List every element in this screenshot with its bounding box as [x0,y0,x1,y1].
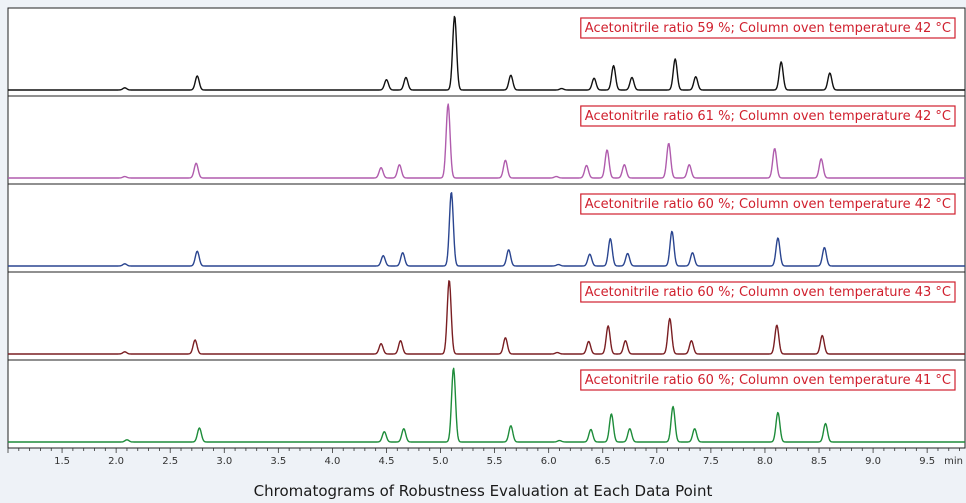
x-tick-label: 8.0 [757,456,773,467]
series-label: Acetonitrile ratio 61 %; Column oven tem… [585,109,951,124]
panels-layer: Acetonitrile ratio 59 %; Column oven tem… [7,7,966,449]
x-tick-label: 1.5 [54,456,70,467]
x-tick-label: 6.5 [595,456,611,467]
x-tick-label: 2.0 [108,456,124,467]
x-tick-label: 3.5 [270,456,286,467]
series-line [7,103,966,179]
x-tick-label: 4.0 [324,456,340,467]
series-line [7,367,966,443]
x-tick-label: 7.5 [703,456,719,467]
series-label: Acetonitrile ratio 60 %; Column oven tem… [585,373,951,388]
x-tick-label: 6.0 [541,456,557,467]
figure-caption: Chromatograms of Robustness Evaluation a… [254,482,713,500]
x-tick-label: 5.5 [487,456,503,467]
x-tick-label: 8.5 [811,456,827,467]
chromatogram-panel: Acetonitrile ratio 60 %; Column oven tem… [7,271,966,361]
chromatogram-panel: Acetonitrile ratio 61 %; Column oven tem… [7,95,966,185]
x-axis-unit-label: min [944,456,963,467]
series-label-box [580,281,956,303]
chromatogram-panel: Acetonitrile ratio 60 %; Column oven tem… [7,359,966,449]
series-label: Acetonitrile ratio 60 %; Column oven tem… [585,285,951,300]
series-line [7,192,966,267]
series-label: Acetonitrile ratio 60 %; Column oven tem… [585,197,951,212]
series-line [7,280,966,355]
x-tick-label: 7.0 [649,456,665,467]
x-tick-label: 4.5 [379,456,395,467]
series-label-box [580,17,956,39]
series-line [7,15,966,91]
series-label-box [580,105,956,127]
x-tick-label: 9.0 [865,456,881,467]
x-tick-label: 2.5 [162,456,178,467]
x-axis: 1.5 2.0 2.5 3.0 3.5 4.0 4.5 5.0 5.5 6.0 6.5 7.0 7.5 8… [7,447,965,467]
x-tick-label: 5.0 [433,456,449,467]
series-label-box [580,193,956,215]
series-label-box [580,369,956,391]
chromatogram-panel: Acetonitrile ratio 60 %; Column oven tem… [7,183,966,273]
series-label: Acetonitrile ratio 59 %; Column oven tem… [585,21,951,36]
x-tick-label: 9.5 [919,456,935,467]
x-tick-label: 3.0 [216,456,232,467]
chromatogram-panel: Acetonitrile ratio 59 %; Column oven tem… [7,7,966,97]
